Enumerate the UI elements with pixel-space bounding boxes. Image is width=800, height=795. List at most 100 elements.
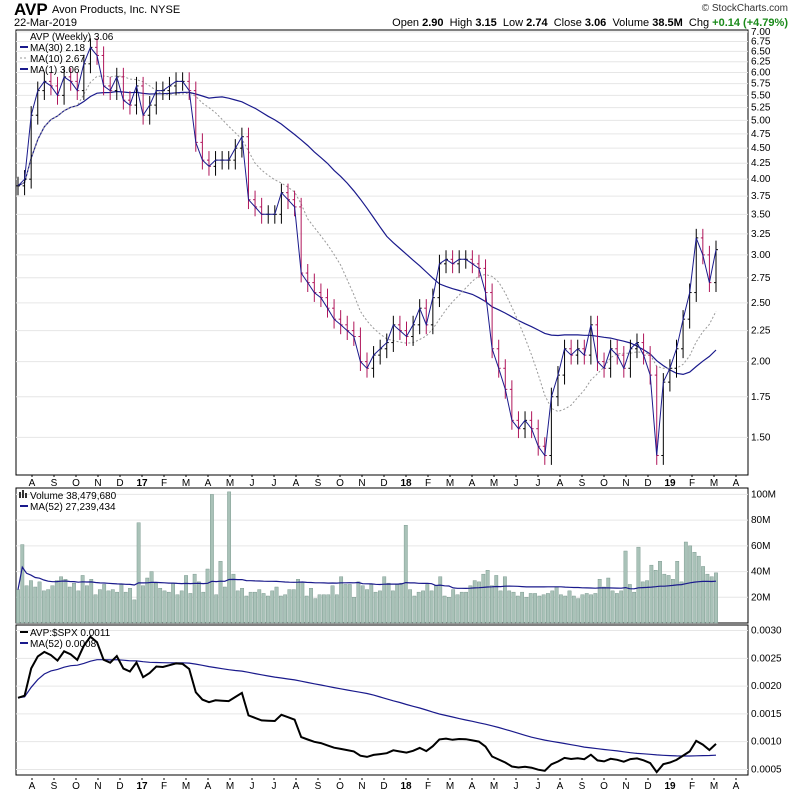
legend-volume-ma: MA(52) 27,239,434 — [30, 502, 116, 513]
price-tick-label: 6.75 — [751, 36, 771, 47]
volume-bar — [347, 584, 352, 624]
volume-bar — [339, 576, 344, 624]
price-bar — [127, 91, 132, 115]
price-tick-label: 3.75 — [751, 191, 771, 202]
price-tick-label: 6.00 — [751, 67, 771, 78]
volume-bar — [421, 590, 425, 624]
x-tick-label: O — [336, 478, 344, 489]
price-tick-label: 4.25 — [751, 158, 771, 169]
volume-bar — [102, 584, 107, 624]
x-tick-label: S — [315, 478, 322, 489]
price-tick-label: 4.75 — [751, 129, 771, 140]
x-tick-label: J — [536, 781, 541, 792]
price-bar — [154, 81, 159, 115]
x-tick-label: N — [358, 781, 365, 792]
volume-bar — [205, 568, 210, 624]
price-bar — [503, 359, 508, 399]
volume-bar — [248, 591, 253, 624]
x-tick-label: A — [205, 478, 212, 489]
volume-bar — [666, 575, 671, 624]
volume-bar — [162, 590, 167, 624]
legend-price: AVP (Weekly) 3.06 — [30, 32, 114, 43]
volume-bar — [33, 586, 38, 624]
volume-bar — [442, 595, 447, 624]
x-tick-label: S — [579, 478, 586, 489]
volume-bar — [537, 595, 542, 624]
volume-bar — [485, 570, 490, 624]
x-tick-label: A — [293, 781, 300, 792]
volume-bar — [63, 579, 68, 624]
price-tick-label: 1.75 — [751, 392, 771, 403]
price-bar — [444, 250, 449, 274]
volume-bar — [705, 573, 710, 624]
legend-volume: Volume 38,479,680 — [30, 491, 117, 502]
volume-bar — [662, 573, 667, 624]
volume-bar — [218, 561, 223, 624]
x-tick-label: A — [29, 781, 36, 792]
x-tick-label: J — [514, 781, 519, 792]
volume-bar — [627, 584, 632, 624]
price-tick-label: 5.25 — [751, 103, 771, 114]
volume-bar — [709, 576, 714, 624]
x-tick-label: A — [557, 478, 564, 489]
volume-bar — [468, 585, 473, 624]
x-tick-label: 18 — [400, 781, 412, 792]
price-bar — [167, 76, 172, 100]
volume-bar — [287, 589, 292, 624]
volume-bar — [679, 581, 684, 624]
volume-bar — [606, 577, 611, 624]
volume-bar — [511, 591, 516, 624]
x-tick-label: O — [600, 478, 608, 489]
volume-bar — [446, 597, 451, 624]
price-bar — [259, 197, 264, 224]
x-tick-label: O — [72, 781, 80, 792]
volume-panel: 20M 40M 60M 80M 100M Volume 38,479,680 MA(52… — [15, 487, 776, 624]
volume-bar — [382, 576, 387, 624]
volume-bar — [610, 590, 615, 624]
ticker-symbol: AVP — [14, 0, 48, 19]
price-bar — [279, 183, 284, 224]
volume-bar — [330, 585, 335, 624]
volume-tick-label: 60M — [751, 541, 770, 552]
volume-bar — [188, 593, 193, 624]
ratio-tick-label: 0.0015 — [751, 709, 782, 720]
x-tick-label: D — [116, 478, 123, 489]
volume-bar — [369, 584, 374, 624]
volume-bar — [166, 591, 171, 624]
price-bar — [608, 339, 613, 378]
volume-bar — [322, 594, 326, 624]
volume-bar — [597, 579, 602, 624]
price-tick-label: 2.00 — [751, 357, 771, 368]
ratio-tick-label: 0.0010 — [751, 737, 782, 748]
volume-bar — [412, 595, 417, 624]
x-tick-label: O — [336, 781, 344, 792]
x-tick-label: A — [293, 478, 300, 489]
volume-bar — [24, 585, 29, 624]
change-value: +0.14 (+4.79%) — [712, 17, 788, 29]
price-bar — [200, 133, 205, 170]
volume-bar — [429, 590, 434, 624]
volume-bar — [270, 590, 275, 624]
volume-bar — [278, 595, 283, 624]
volume-bar — [451, 589, 456, 624]
x-tick-label: S — [315, 781, 322, 792]
x-tick-label: D — [380, 478, 387, 489]
volume-bar — [343, 584, 348, 624]
volume-bar — [222, 586, 227, 624]
ratio-ma-line — [17, 659, 717, 757]
price-tick-label: 6.25 — [751, 57, 771, 68]
volume-bar — [304, 595, 309, 624]
x-tick-label: 18 — [400, 478, 412, 489]
ratio-tick-label: 0.0005 — [751, 764, 782, 775]
volume-bar — [300, 581, 305, 624]
x-tick-label: N — [622, 781, 629, 792]
volume-bar — [184, 575, 188, 624]
x-tick-label: F — [425, 781, 431, 792]
volume-bar — [481, 573, 486, 624]
x-tick-label: M — [710, 478, 718, 489]
x-tick-label: A — [469, 781, 476, 792]
x-tick-label: 19 — [664, 781, 676, 792]
price-bar — [101, 46, 106, 96]
volume-bar — [498, 590, 503, 624]
volume-bar — [683, 541, 688, 624]
